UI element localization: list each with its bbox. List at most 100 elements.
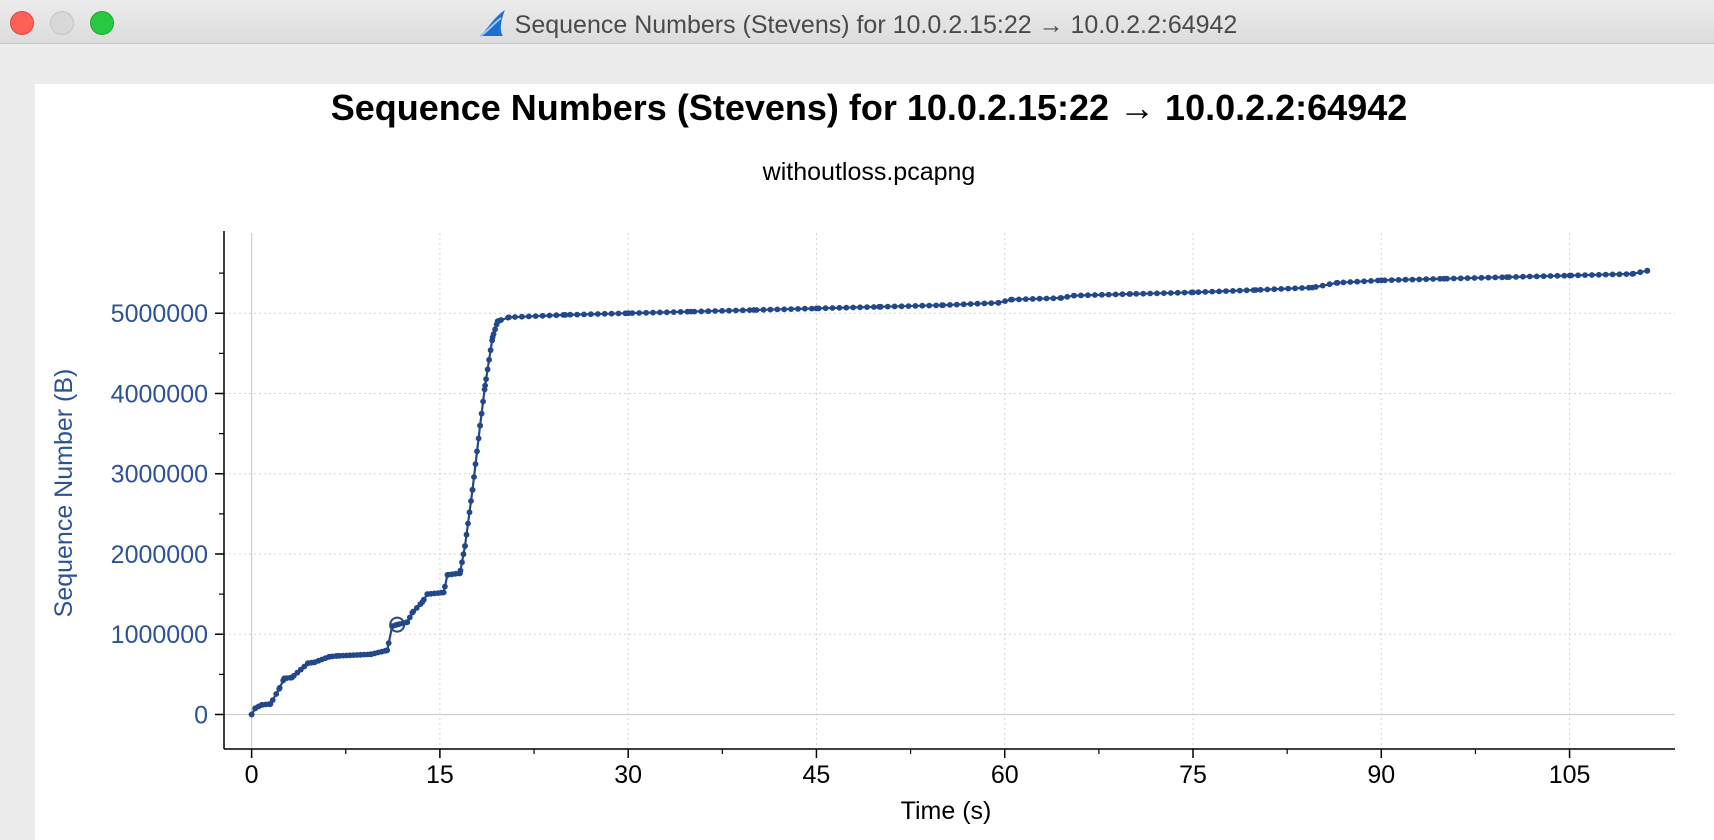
data-point bbox=[939, 302, 945, 309]
x-tick-label: 45 bbox=[803, 761, 831, 789]
data-point bbox=[788, 306, 794, 312]
chart-svg[interactable]: Sequence Numbers (Stevens) for 10.0.2.15… bbox=[35, 84, 1714, 840]
x-tick-label: 30 bbox=[614, 761, 642, 789]
data-point bbox=[1589, 272, 1595, 278]
data-point bbox=[726, 307, 732, 314]
data-point bbox=[457, 570, 463, 577]
data-point bbox=[480, 398, 486, 405]
data-point bbox=[1326, 281, 1333, 288]
data-point bbox=[1016, 296, 1022, 303]
data-point bbox=[850, 304, 857, 311]
data-point bbox=[670, 309, 677, 315]
data-point bbox=[334, 653, 340, 659]
data-point bbox=[822, 305, 829, 312]
data-point bbox=[562, 312, 569, 318]
data-point bbox=[1085, 292, 1091, 299]
data-point bbox=[905, 303, 912, 309]
data-point bbox=[781, 306, 788, 313]
data-point bbox=[489, 334, 496, 341]
data-point bbox=[953, 301, 960, 308]
data-point bbox=[1609, 271, 1616, 278]
window-title-wrap: Sequence Numbers (Stevens) for 10.0.2.15… bbox=[0, 8, 1714, 45]
data-point bbox=[988, 300, 995, 306]
data-point bbox=[475, 435, 482, 442]
data-point bbox=[829, 305, 836, 311]
data-point bbox=[1644, 267, 1651, 274]
data-point bbox=[471, 474, 477, 480]
data-point bbox=[288, 674, 295, 681]
data-point bbox=[663, 309, 670, 316]
data-point bbox=[1547, 273, 1554, 279]
data-point bbox=[581, 311, 587, 318]
x-tick-label: 60 bbox=[991, 761, 1019, 789]
y-axis-label: Sequence Number (B) bbox=[50, 369, 78, 618]
data-point bbox=[482, 382, 488, 389]
data-point bbox=[1223, 288, 1229, 294]
data-point bbox=[1464, 275, 1471, 281]
data-point bbox=[1575, 272, 1581, 279]
data-point bbox=[1092, 292, 1098, 298]
x-tick-label: 75 bbox=[1179, 761, 1207, 789]
data-point bbox=[252, 705, 259, 711]
data-point bbox=[1161, 290, 1167, 296]
series-line bbox=[250, 269, 1648, 716]
data-point bbox=[1133, 290, 1140, 297]
data-point bbox=[466, 509, 473, 516]
data-point bbox=[1209, 288, 1216, 295]
data-point bbox=[608, 310, 615, 317]
y-tick-label: 1000000 bbox=[111, 621, 208, 649]
data-point bbox=[1008, 296, 1014, 303]
close-window-button[interactable] bbox=[10, 11, 34, 35]
data-point bbox=[1354, 278, 1361, 285]
data-point bbox=[926, 302, 933, 309]
data-point bbox=[486, 356, 492, 363]
data-point bbox=[385, 640, 392, 646]
data-point bbox=[1285, 285, 1292, 292]
data-point bbox=[1070, 292, 1077, 299]
data-point bbox=[688, 308, 694, 315]
data-point bbox=[1540, 273, 1547, 280]
data-point bbox=[919, 302, 926, 309]
data-point bbox=[460, 551, 467, 558]
data-point bbox=[760, 306, 767, 313]
maximize-window-button[interactable] bbox=[90, 11, 114, 35]
data-point bbox=[802, 305, 808, 312]
data-point bbox=[440, 589, 447, 596]
data-point bbox=[876, 303, 883, 310]
data-point bbox=[960, 301, 967, 308]
data-point bbox=[1478, 274, 1485, 281]
data-point bbox=[1450, 275, 1457, 282]
data-point bbox=[1402, 276, 1409, 283]
data-point bbox=[492, 326, 498, 333]
data-point bbox=[1022, 296, 1029, 302]
data-point bbox=[933, 302, 939, 309]
data-point bbox=[1409, 276, 1416, 283]
data-point bbox=[1561, 272, 1568, 279]
data-point bbox=[1623, 271, 1630, 277]
y-axis-ticks: 0 1000000 2000000 3000000 4000000 5000000 bbox=[111, 272, 224, 729]
data-point bbox=[1492, 274, 1499, 281]
data-point bbox=[712, 308, 719, 314]
minimize-window-button[interactable] bbox=[50, 11, 74, 35]
data-point bbox=[1043, 295, 1050, 302]
data-point bbox=[326, 653, 333, 660]
data-point bbox=[444, 572, 451, 578]
chart-title: Sequence Numbers (Stevens) for 10.0.2.15… bbox=[331, 87, 1408, 128]
data-point bbox=[468, 498, 474, 504]
data-point bbox=[1441, 275, 1447, 282]
data-point bbox=[512, 314, 518, 320]
data-point bbox=[267, 701, 274, 707]
data-point bbox=[1257, 286, 1264, 293]
data-point bbox=[1064, 293, 1071, 300]
data-point bbox=[864, 304, 870, 310]
data-point bbox=[483, 376, 489, 382]
data-point bbox=[1499, 274, 1506, 281]
open-circle-marker bbox=[389, 616, 406, 633]
data-point bbox=[368, 651, 374, 658]
data-point bbox=[463, 531, 470, 538]
data-point bbox=[625, 310, 632, 317]
data-point bbox=[1127, 291, 1134, 297]
data-point bbox=[1526, 273, 1533, 280]
data-point bbox=[884, 303, 891, 310]
data-point bbox=[1147, 290, 1153, 297]
